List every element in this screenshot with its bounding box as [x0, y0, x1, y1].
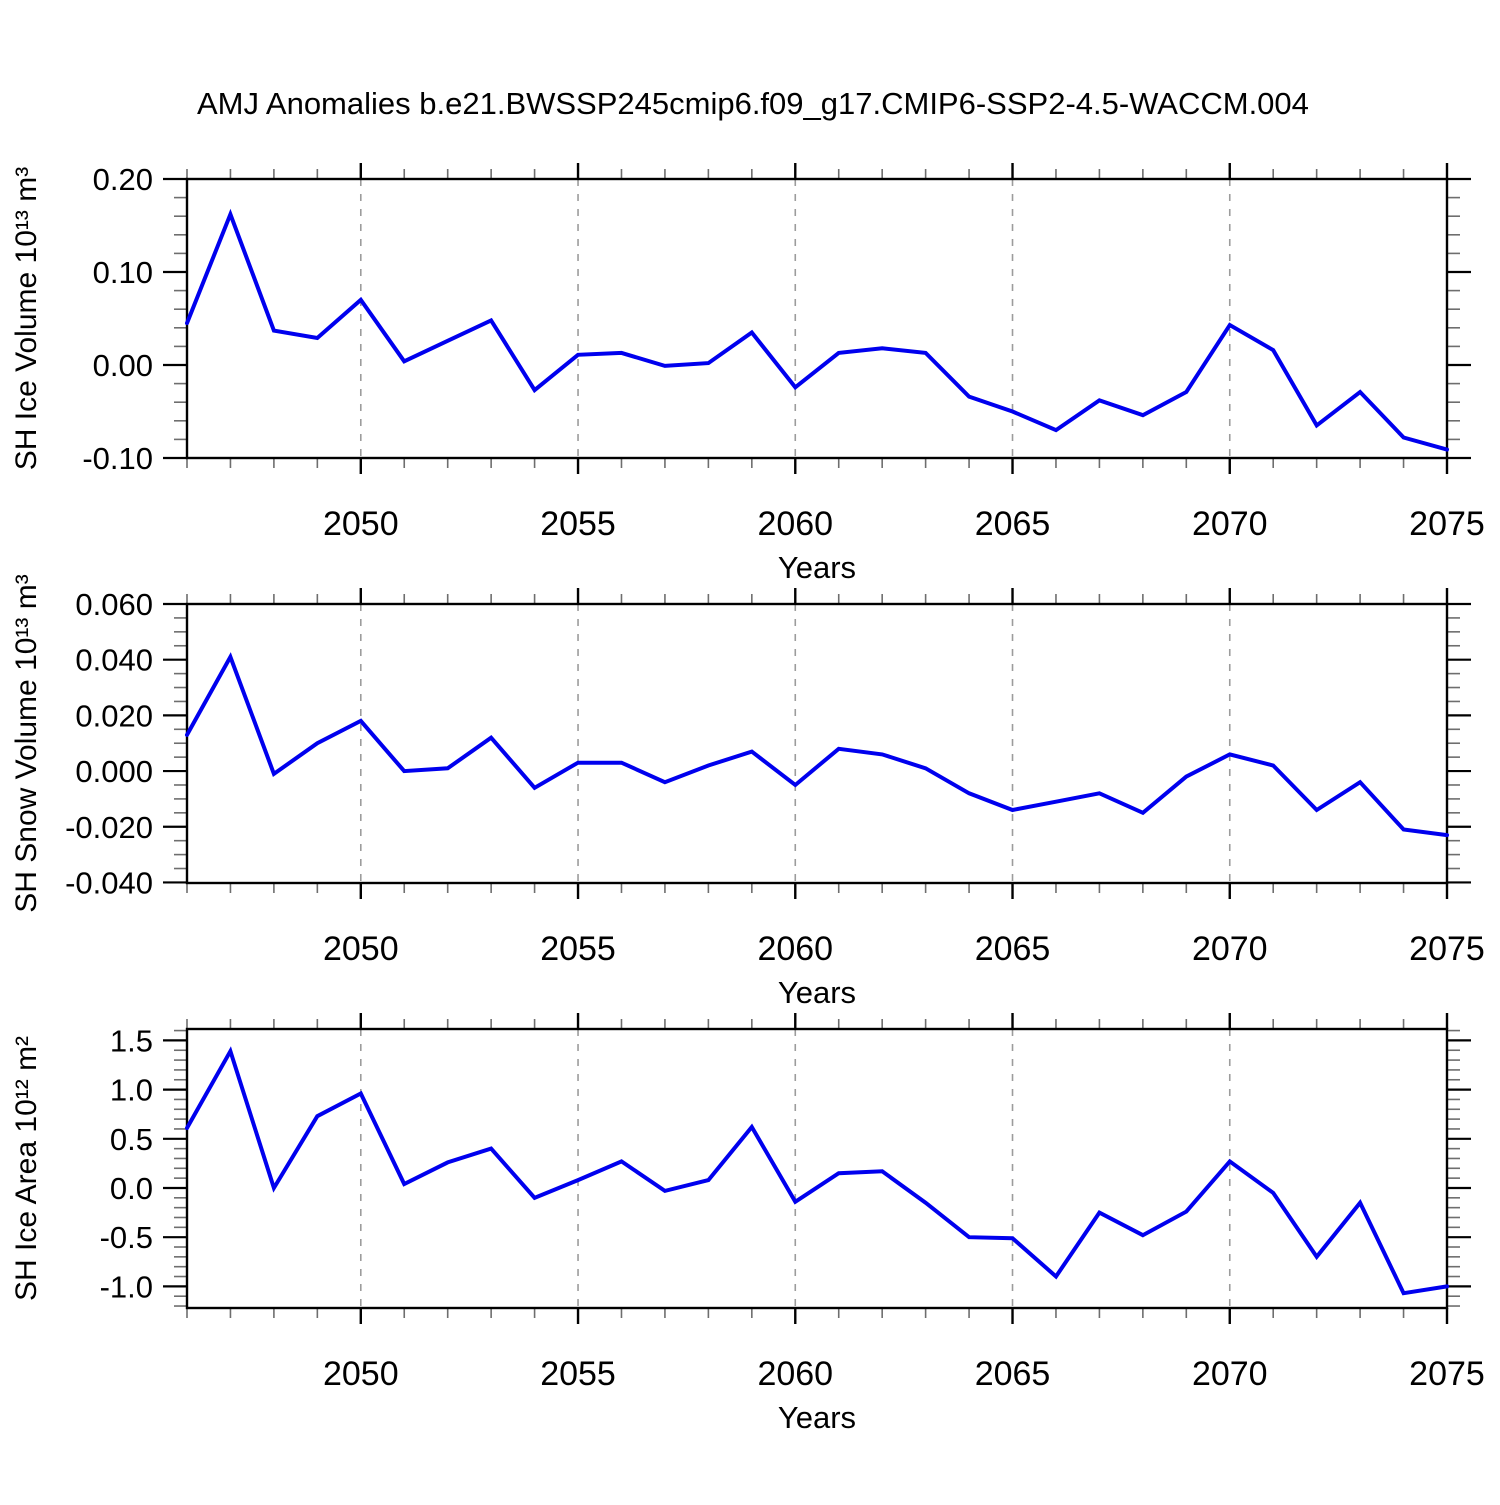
panel-sh-ice-area: 2050 2055 2060 2065 2070 2075 1.5 1.0 0.5 0.0 -0.5… [10, 1013, 1485, 1435]
x-axis-title: Years [778, 550, 856, 585]
data-line-sh-snow-volume [185, 652, 1449, 838]
x-axis-title: Years [778, 975, 856, 1010]
y-axis-title: SH Ice Volume 10¹³ m³ [10, 167, 43, 470]
y-tick-label: 0.00 [93, 348, 153, 383]
y-tick-label: 1.0 [110, 1073, 153, 1108]
y-axis-title: SH Ice Area 10¹² m² [10, 1036, 43, 1301]
x-tick-label: 2060 [757, 1355, 833, 1393]
data-line-sh-ice-volume [185, 208, 1449, 452]
y-tick-label: 0.020 [75, 698, 153, 733]
y-tick-label: 0.040 [75, 643, 153, 678]
y-tick-label: 0.10 [93, 255, 153, 290]
x-tick-label: 2065 [975, 930, 1051, 968]
y-tick-label: 0.000 [75, 754, 153, 789]
data-line-sh-ice-area [185, 1046, 1449, 1296]
x-tick-label: 2070 [1192, 930, 1268, 968]
y-tick-label: 0.20 [93, 162, 153, 197]
y-tick-label: -0.10 [82, 441, 153, 476]
x-tick-label: 2050 [323, 1355, 399, 1393]
panel-sh-snow-volume: 2050 2055 2060 2065 2070 2075 0.060 0.040 0.020 0… [10, 574, 1485, 1010]
y-tick-label: -0.040 [65, 865, 153, 900]
x-tick-label: 2075 [1409, 930, 1485, 968]
x-tick-label: 2055 [540, 505, 616, 543]
y-tick-label: -1.0 [100, 1269, 153, 1304]
x-tick-label: 2075 [1409, 1355, 1485, 1393]
y-axis-title: SH Snow Volume 10¹³ m³ [10, 574, 43, 912]
x-tick-label: 2065 [975, 505, 1051, 543]
x-tick-label: 2050 [323, 505, 399, 543]
y-tick-label: 0.060 [75, 587, 153, 622]
plot-frame [185, 1027, 1449, 1310]
y-tick-label: 1.5 [110, 1023, 153, 1058]
y-tick-label: 0.5 [110, 1122, 153, 1157]
x-tick-label: 2070 [1192, 505, 1268, 543]
x-tick-label: 2060 [757, 505, 833, 543]
panel-sh-ice-volume: 2050 2055 2060 2065 2070 2075 0.20 0.10 0.00 -0.1… [10, 162, 1485, 585]
x-axis-title: Years [778, 1400, 856, 1435]
x-tick-label: 2070 [1192, 1355, 1268, 1393]
y-tick-label: 0.0 [110, 1171, 153, 1206]
x-tick-label: 2060 [757, 930, 833, 968]
y-tick-label: -0.020 [65, 810, 153, 845]
x-tick-label: 2055 [540, 1355, 616, 1393]
x-tick-label: 2065 [975, 1355, 1051, 1393]
plot-frame [185, 602, 1449, 885]
x-tick-label: 2055 [540, 930, 616, 968]
x-tick-label: 2050 [323, 930, 399, 968]
figure-title: AMJ Anomalies b.e21.BWSSP245cmip6.f09_g1… [197, 86, 1309, 121]
x-tick-label: 2075 [1409, 505, 1485, 543]
y-tick-label: -0.5 [100, 1220, 153, 1255]
